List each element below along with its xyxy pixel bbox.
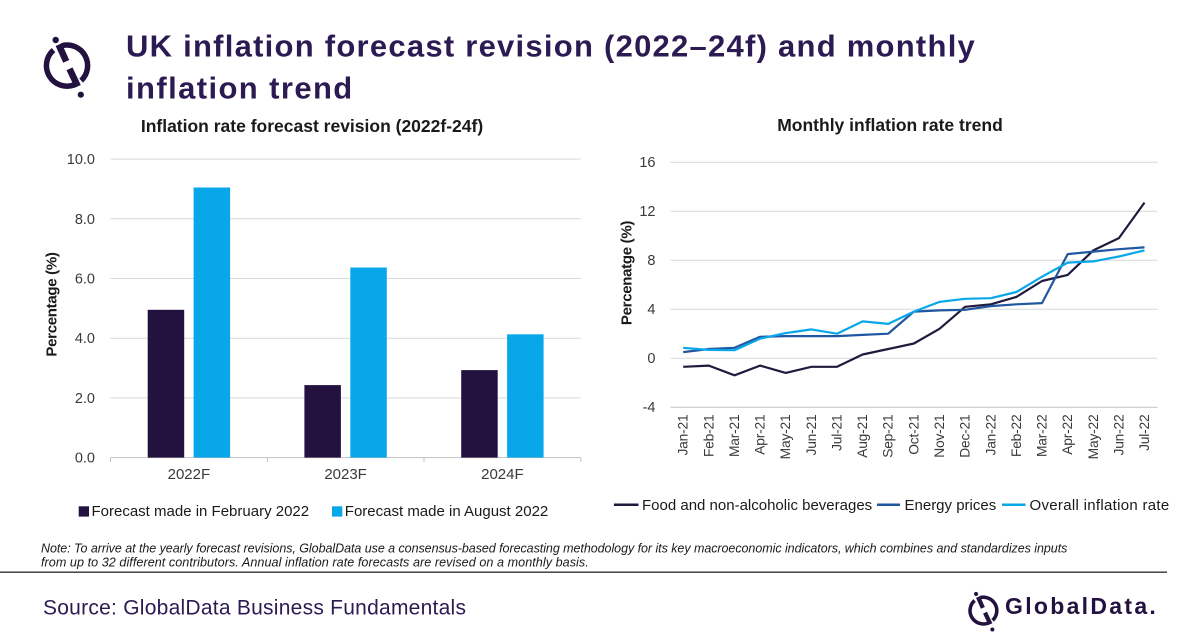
svg-text:Jun-21: Jun-21: [804, 415, 819, 456]
svg-text:2022F: 2022F: [168, 466, 211, 483]
svg-text:Apr-21: Apr-21: [753, 415, 768, 455]
svg-text:Jul-22: Jul-22: [1137, 415, 1152, 451]
svg-text:8: 8: [647, 253, 655, 269]
svg-text:2.0: 2.0: [75, 391, 95, 407]
svg-text:Food and non-alcoholic beverag: Food and non-alcoholic beverages: [642, 497, 872, 514]
svg-text:Jan-21: Jan-21: [676, 415, 691, 456]
svg-text:from up to 32 different contri: from up to 32 different contributors. An…: [41, 556, 589, 570]
svg-text:0: 0: [647, 351, 655, 367]
svg-text:Percenatge (%): Percenatge (%): [619, 221, 636, 325]
svg-text:2023F: 2023F: [324, 466, 367, 483]
svg-text:GlobalData.: GlobalData.: [1005, 593, 1158, 619]
svg-text:8.0: 8.0: [75, 212, 95, 228]
svg-text:Monthly inflation rate trend: Monthly inflation rate trend: [777, 115, 1003, 135]
svg-text:inflation trend: inflation trend: [126, 71, 354, 106]
svg-text:12: 12: [639, 204, 655, 220]
svg-text:Energy prices: Energy prices: [905, 497, 997, 514]
svg-text:Apr-22: Apr-22: [1060, 415, 1075, 455]
svg-text:6.0: 6.0: [75, 272, 95, 288]
svg-text:Jul-21: Jul-21: [830, 415, 845, 451]
svg-text:Note: To arrive at the yearly: Note: To arrive at the yearly forecast r…: [41, 542, 1067, 556]
svg-text:Jun-22: Jun-22: [1111, 415, 1126, 456]
svg-text:May-21: May-21: [778, 415, 793, 460]
svg-text:-4: -4: [643, 400, 656, 416]
svg-text:UK inflation forecast revision: UK inflation forecast revision (2022–24f…: [126, 29, 976, 64]
svg-text:Forecast made in August 2022: Forecast made in August 2022: [345, 503, 548, 520]
svg-text:4.0: 4.0: [75, 331, 95, 347]
svg-text:2024F: 2024F: [481, 466, 524, 483]
svg-text:Jan-22: Jan-22: [983, 415, 998, 456]
svg-text:10.0: 10.0: [67, 152, 95, 168]
svg-text:Oct-21: Oct-21: [906, 415, 921, 455]
svg-text:Feb-22: Feb-22: [1009, 415, 1024, 458]
svg-text:Mar-21: Mar-21: [727, 415, 742, 458]
svg-text:4: 4: [647, 302, 655, 318]
svg-text:Sep-21: Sep-21: [881, 415, 896, 458]
svg-text:Nov-21: Nov-21: [932, 415, 947, 458]
svg-text:0.0: 0.0: [75, 451, 95, 467]
svg-text:Overall inflation rate: Overall inflation rate: [1030, 497, 1170, 514]
svg-text:Dec-21: Dec-21: [958, 415, 973, 458]
svg-text:16: 16: [639, 155, 655, 171]
svg-text:Inflation rate forecast revisi: Inflation rate forecast revision (2022f-…: [141, 116, 483, 136]
svg-text:Forecast made in February 2022: Forecast made in February 2022: [92, 503, 310, 520]
svg-text:May-22: May-22: [1086, 415, 1101, 460]
svg-text:Mar-22: Mar-22: [1035, 415, 1050, 458]
svg-text:Feb-21: Feb-21: [701, 415, 716, 458]
svg-text:Aug-21: Aug-21: [855, 415, 870, 458]
svg-text:Percentage (%): Percentage (%): [44, 252, 61, 356]
svg-text:Source: GlobalData Business Fu: Source: GlobalData Business Fundamentals: [43, 597, 466, 620]
